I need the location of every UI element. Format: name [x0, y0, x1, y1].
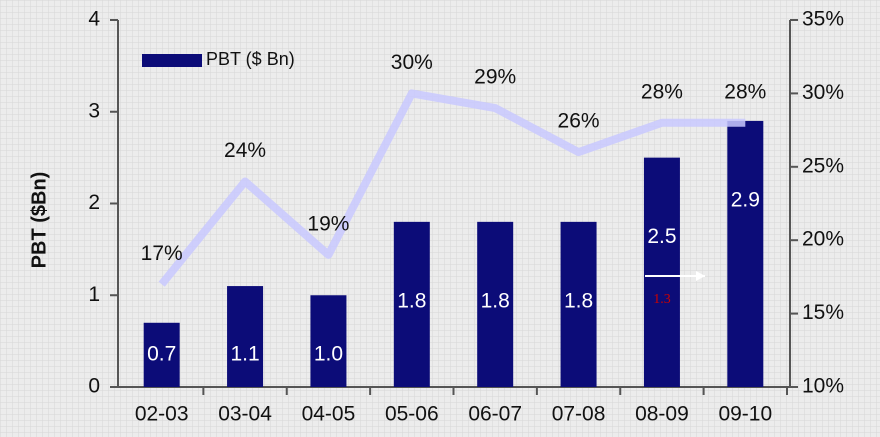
x-tick-label: 02-03 — [135, 403, 189, 426]
y2-tick-label: 25% — [802, 154, 844, 177]
x-tick-label: 03-04 — [218, 403, 272, 426]
bar — [310, 295, 347, 387]
line-value-label: 30% — [391, 51, 433, 74]
bar — [643, 157, 680, 387]
y-axis-label: PBT ($Bn) — [28, 172, 50, 269]
line-value-label: 17% — [141, 242, 183, 265]
y-tick-label: 4 — [88, 8, 100, 31]
bar — [143, 322, 180, 387]
x-tick-label: 07-08 — [552, 403, 606, 426]
annotation: 1.3 — [653, 292, 671, 307]
bar — [227, 286, 264, 387]
bar-value-label: 0.7 — [147, 343, 176, 366]
bar — [393, 221, 430, 387]
y-tick-label: 3 — [88, 99, 100, 122]
y2-tick-label: 35% — [802, 8, 844, 31]
bar-value-label: 1.8 — [564, 289, 593, 312]
y2-tick-label: 15% — [802, 301, 844, 324]
bar-value-label: 1.8 — [481, 289, 510, 312]
bar-value-label: 1.8 — [397, 289, 426, 312]
x-tick-label: 06-07 — [468, 403, 522, 426]
x-tick-label: 08-09 — [635, 403, 689, 426]
line — [158, 89, 746, 287]
y2-tick-label: 20% — [802, 228, 844, 251]
y2-tick-label: 10% — [802, 375, 844, 398]
x-tick-label: 05-06 — [385, 403, 439, 426]
line-value-label: 28% — [641, 80, 683, 103]
annotation-arrowhead — [696, 271, 705, 281]
bar — [477, 221, 514, 387]
line-value-label: 26% — [558, 110, 600, 133]
x-tick-label: 09-10 — [718, 403, 772, 426]
line-value-label: 19% — [307, 212, 349, 235]
line-value-label: 24% — [224, 139, 266, 162]
x-tick-label: 04-05 — [302, 403, 356, 426]
bar-value-label: 1.1 — [230, 343, 259, 366]
bar-value-label: 1.0 — [314, 343, 343, 366]
line-value-label: 28% — [724, 80, 766, 103]
legend-swatch — [142, 54, 202, 67]
legend-label: PBT ($ Bn) — [206, 49, 295, 69]
bar — [727, 120, 764, 388]
bar-value-label: 2.9 — [731, 188, 760, 211]
line-value-label: 29% — [474, 66, 516, 89]
y-tick-label: 1 — [88, 283, 100, 306]
bar — [560, 221, 597, 387]
bar-value-label: 2.5 — [647, 225, 676, 248]
y-tick-label: 2 — [88, 191, 100, 214]
y2-tick-label: 30% — [802, 81, 844, 104]
y-tick-label: 0 — [88, 375, 100, 398]
